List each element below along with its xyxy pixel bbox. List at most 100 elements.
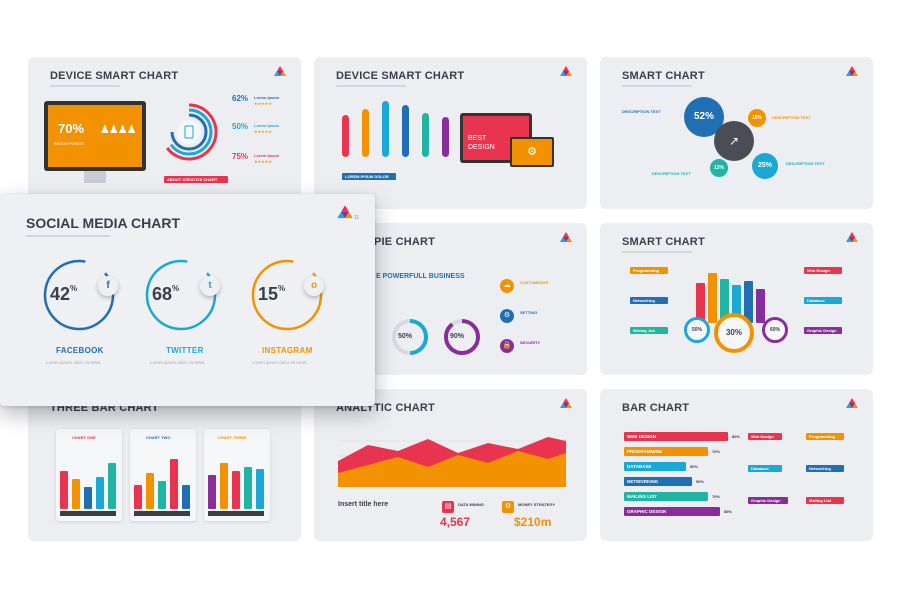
star-rating: ★★★★★ xyxy=(254,159,272,164)
triangle-logo-icon xyxy=(337,205,353,219)
slide-title: PIE CHART xyxy=(374,236,436,248)
monitor: 70% BRIGHTPOINTS ♟♟♟♟ xyxy=(44,101,146,171)
screen-label: BRIGHTPOINTS xyxy=(54,141,85,146)
vbar-6 xyxy=(442,117,449,157)
slide-bar-chart[interactable]: BAR CHART WEB DESIGN PROGRAMMING DATABAS… xyxy=(600,389,873,541)
stat1-value: 4,567 xyxy=(440,515,471,529)
card-bar xyxy=(170,459,178,509)
instagram-label: INSTAGRAM xyxy=(262,346,313,355)
slide-analytic-chart[interactable]: ANALYTIC CHART Insert title here ▤ DATA … xyxy=(314,389,587,541)
slide-title: BAR CHART xyxy=(622,402,690,414)
triangle-logo-icon xyxy=(846,66,858,76)
instagram-icon[interactable]: o xyxy=(304,276,324,296)
right-tag-3: Graphic Design xyxy=(804,327,842,334)
area-chart xyxy=(338,437,566,487)
card-bar xyxy=(232,471,240,509)
facebook-ring xyxy=(43,259,115,331)
subtitle-line xyxy=(26,235,110,237)
donut-90-label: 90% xyxy=(450,333,465,340)
card-bar xyxy=(256,469,264,509)
slide-title: SMART CHART xyxy=(622,70,705,82)
twitter-label: TWITTER xyxy=(166,346,204,355)
donut-50 xyxy=(392,319,428,355)
bubble-orange: 15% xyxy=(748,109,766,127)
desc-label-4: DESCRIPTION TEXT xyxy=(786,161,825,166)
card-title: CHART ONE xyxy=(72,435,96,440)
bar-tag-2: Programming xyxy=(806,433,844,440)
circle-center: 30% xyxy=(714,313,754,353)
desc-label-2: DESCRIPTION TEXT xyxy=(772,115,811,120)
slide-title: DEVICE SMART CHART xyxy=(50,70,179,82)
bubble-cyan: 25% xyxy=(752,153,778,179)
hbar-1: WEB DESIGN xyxy=(624,432,728,441)
slide-title: SMART CHART xyxy=(622,236,705,248)
hbar-6: GRAPHIC DESIGN xyxy=(624,507,720,516)
facebook-icon[interactable]: f xyxy=(98,276,118,296)
chart-card-3: CHART THREE xyxy=(204,429,270,521)
card-bar xyxy=(72,479,80,509)
twitter-icon[interactable]: t xyxy=(200,276,220,296)
card-bar xyxy=(244,467,252,509)
screen-pct: 70% xyxy=(58,121,85,136)
slide-smart-chart-2[interactable]: SMART CHART Programming Networking Writi… xyxy=(600,223,873,375)
slide-device-smart-chart-1[interactable]: DEVICE SMART CHART 70% BRIGHTPOINTS ♟♟♟♟… xyxy=(28,57,301,209)
stat-label-3: Lorem Ipsum xyxy=(254,153,280,158)
slide-smart-chart-1[interactable]: SMART CHART 52% ↗ 15% 13% 25% DESCRIPTIO… xyxy=(600,57,873,209)
facebook-desc: Lorem ipsum dolor sit amet. xyxy=(46,360,102,365)
hbar-3: DATABASE xyxy=(624,462,686,471)
insert-title: Insert title here xyxy=(338,501,389,508)
hbar-val-1: 80% xyxy=(732,434,741,439)
instagram-desc: Lorem ipsum dolor sit amet. xyxy=(252,360,308,365)
triangle-logo-icon xyxy=(274,66,286,76)
bubble-teal: 13% xyxy=(710,159,728,177)
stat-2: 50% xyxy=(232,122,249,131)
right-tag-2: Database xyxy=(804,297,842,304)
slide-device-smart-chart-2[interactable]: DEVICE SMART CHART LOREM IPSUM DOLOR BES… xyxy=(314,57,587,209)
side-label-2: SETTING xyxy=(520,310,538,315)
card-bar xyxy=(60,471,68,509)
monitor-stand xyxy=(84,171,106,183)
card-bar xyxy=(146,473,154,509)
vbar-5 xyxy=(422,113,429,157)
about-button[interactable]: ABOUT CREATIVE CHART xyxy=(164,176,228,183)
subtitle-line xyxy=(622,85,692,87)
card-bar xyxy=(84,487,92,509)
triangle-logo-icon xyxy=(560,66,572,76)
desc-label-3: DESCRIPTION TEXT xyxy=(652,171,691,176)
vbar-1 xyxy=(342,115,349,157)
vbar-2 xyxy=(362,109,369,157)
stat-label-2: Lorem Ipsum xyxy=(254,123,280,128)
hbar-val-4: 50% xyxy=(696,479,705,484)
stat-label-1: Lorem Ipsum xyxy=(254,95,280,100)
triangle-logo-icon xyxy=(846,398,858,408)
triangle-logo-icon xyxy=(560,232,572,242)
card-axis xyxy=(60,511,116,516)
card-title: CHART TWO xyxy=(146,435,171,440)
people-icon: ♟♟♟♟ xyxy=(100,124,136,136)
side-label-3: SECURITY xyxy=(520,340,541,345)
twitter-ring xyxy=(145,259,217,331)
side-label-1: CUSTOMIZATE xyxy=(520,280,549,285)
page-number: 11 xyxy=(354,215,360,221)
donut-90 xyxy=(444,319,480,355)
stat2-icon: ⚙ xyxy=(502,501,514,513)
instagram-ring xyxy=(251,259,323,331)
slide-three-bar-chart[interactable]: THREE BAR CHART CHART ONE CHART TWO CHAR… xyxy=(28,389,301,541)
hbar-val-6: 85% xyxy=(724,509,733,514)
featured-title: SOCIAL MEDIA CHART xyxy=(26,215,180,231)
side-icon-3: 🔒 xyxy=(500,339,514,353)
triangle-logo-icon xyxy=(560,398,572,408)
vbar-3 xyxy=(382,101,389,157)
star-rating: ★★★★★ xyxy=(254,101,272,106)
twitter-desc: Lorem ipsum dolor sit amet. xyxy=(150,360,206,365)
stat-3: 75% xyxy=(232,152,249,161)
hbar-2: PROGRAMMING xyxy=(624,447,708,456)
bubble-center: ↗ xyxy=(714,121,754,161)
smart-bar-6 xyxy=(756,289,765,323)
card-title: CHART THREE xyxy=(218,435,247,440)
laptop-small: ⚙ xyxy=(510,137,554,167)
featured-social-media-chart[interactable]: SOCIAL MEDIA CHART 11 42% f FACEBOOK Lor… xyxy=(0,194,375,406)
card-bar xyxy=(208,475,216,509)
card-bar xyxy=(108,463,116,509)
desc-label-1: DESCRIPTION TEXT xyxy=(622,109,661,114)
